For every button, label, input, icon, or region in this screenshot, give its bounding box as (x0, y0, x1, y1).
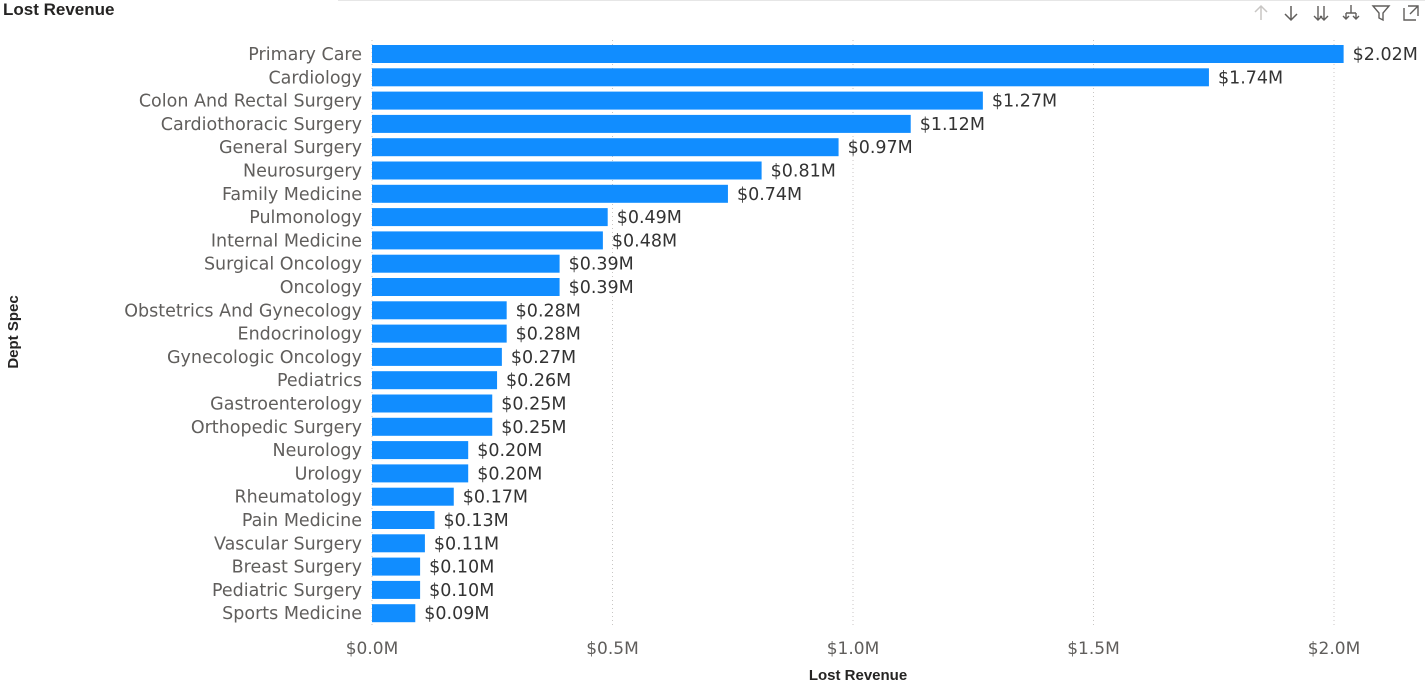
x-tick-label: $2.0M (1308, 639, 1361, 659)
bar[interactable] (372, 138, 839, 157)
data-label: $0.17M (463, 488, 528, 508)
category-label: Sports Medicine (222, 604, 362, 624)
data-label: $0.28M (516, 325, 581, 345)
bar[interactable] (372, 68, 1209, 87)
data-label: $0.26M (506, 371, 571, 391)
header-divider (338, 0, 1425, 1)
bar[interactable] (372, 487, 454, 506)
bar[interactable] (372, 417, 493, 436)
data-label: $0.20M (477, 464, 542, 484)
data-label: $0.39M (569, 255, 634, 275)
bars (372, 45, 1344, 623)
data-label: $0.49M (617, 208, 682, 228)
data-label: $1.74M (1218, 68, 1283, 88)
data-label: $0.10M (429, 581, 494, 601)
category-label: Neurosurgery (243, 162, 362, 182)
category-label: General Surgery (219, 138, 362, 158)
data-label: $0.27M (511, 348, 576, 368)
data-label: $0.74M (737, 185, 802, 205)
category-label: Breast Surgery (232, 558, 362, 578)
category-label: Cardiology (268, 68, 362, 88)
category-label: Cardiothoracic Surgery (161, 115, 362, 135)
bar[interactable] (372, 464, 469, 483)
bar[interactable] (372, 184, 728, 203)
bar[interactable] (372, 45, 1344, 63)
category-label: Family Medicine (222, 185, 362, 205)
expand-hierarchy-icon[interactable] (1341, 3, 1361, 23)
x-tick-label: $1.5M (1067, 639, 1120, 659)
category-label: Surgical Oncology (204, 255, 362, 275)
data-label: $0.10M (429, 558, 494, 578)
expand-all-levels-icon[interactable] (1311, 3, 1331, 23)
category-label: Gastroenterology (210, 395, 362, 415)
category-label: Pediatrics (277, 371, 362, 391)
filter-icon[interactable] (1371, 3, 1391, 23)
bar[interactable] (372, 371, 498, 390)
category-label: Pulmonology (249, 208, 362, 228)
bar[interactable] (372, 231, 603, 250)
focus-mode-icon[interactable] (1401, 3, 1421, 23)
category-label: Oncology (280, 278, 362, 298)
bar[interactable] (372, 557, 421, 576)
category-label: Primary Care (248, 45, 362, 65)
data-label: $0.25M (501, 395, 566, 415)
bar[interactable] (372, 604, 416, 623)
drill-up-icon[interactable] (1251, 3, 1271, 23)
bar[interactable] (372, 324, 507, 343)
data-label: $0.48M (612, 231, 677, 251)
bar[interactable] (372, 301, 507, 320)
category-label: Internal Medicine (211, 231, 362, 251)
drill-down-icon[interactable] (1281, 3, 1301, 23)
category-label: Pain Medicine (242, 511, 362, 531)
data-label: $0.81M (771, 162, 836, 182)
data-label: $0.97M (848, 138, 913, 158)
bar[interactable] (372, 511, 435, 529)
data-label: $0.13M (444, 511, 509, 531)
y-axis-title: Dept Spec (5, 295, 22, 368)
category-label: Orthopedic Surgery (191, 418, 362, 438)
bar[interactable] (372, 278, 560, 296)
bar[interactable] (372, 161, 762, 180)
bar[interactable] (372, 534, 425, 553)
data-label: $1.12M (920, 115, 985, 135)
data-label: $2.02M (1353, 45, 1418, 65)
data-label: $0.25M (501, 418, 566, 438)
category-label: Obstetrics And Gynecology (124, 301, 362, 321)
category-label: Vascular Surgery (214, 534, 362, 554)
category-label: Pediatric Surgery (212, 581, 362, 601)
bar[interactable] (372, 208, 608, 227)
data-label: $0.39M (569, 278, 634, 298)
category-label: Urology (295, 464, 362, 484)
category-label: Colon And Rectal Surgery (139, 92, 362, 112)
category-label: Endocrinology (238, 325, 362, 345)
x-tick-label: $0.5M (586, 639, 639, 659)
bar[interactable] (372, 347, 502, 366)
bar[interactable] (372, 254, 560, 273)
x-axis-title: Lost Revenue (809, 667, 907, 684)
data-label: $0.11M (434, 534, 499, 554)
bar[interactable] (372, 114, 911, 133)
data-label: $0.20M (477, 441, 542, 461)
labels: $0.0M $0.5M $1.0M $1.5M $2.0M Primary Care $2.… (124, 45, 1418, 659)
bar[interactable] (372, 91, 983, 110)
category-label: Gynecologic Oncology (167, 348, 362, 368)
x-tick-label: $0.0M (346, 639, 399, 659)
category-label: Neurology (273, 441, 363, 461)
bar[interactable] (372, 580, 421, 599)
category-label: Rheumatology (235, 488, 362, 508)
x-tick-label: $1.0M (827, 639, 880, 659)
visual-title: Lost Revenue (3, 0, 115, 19)
bar[interactable] (372, 394, 493, 413)
bar[interactable] (372, 441, 469, 460)
data-label: $1.27M (992, 92, 1057, 112)
data-label: $0.09M (424, 604, 489, 624)
data-label: $0.28M (516, 301, 581, 321)
visual-toolbar (1251, 2, 1421, 24)
